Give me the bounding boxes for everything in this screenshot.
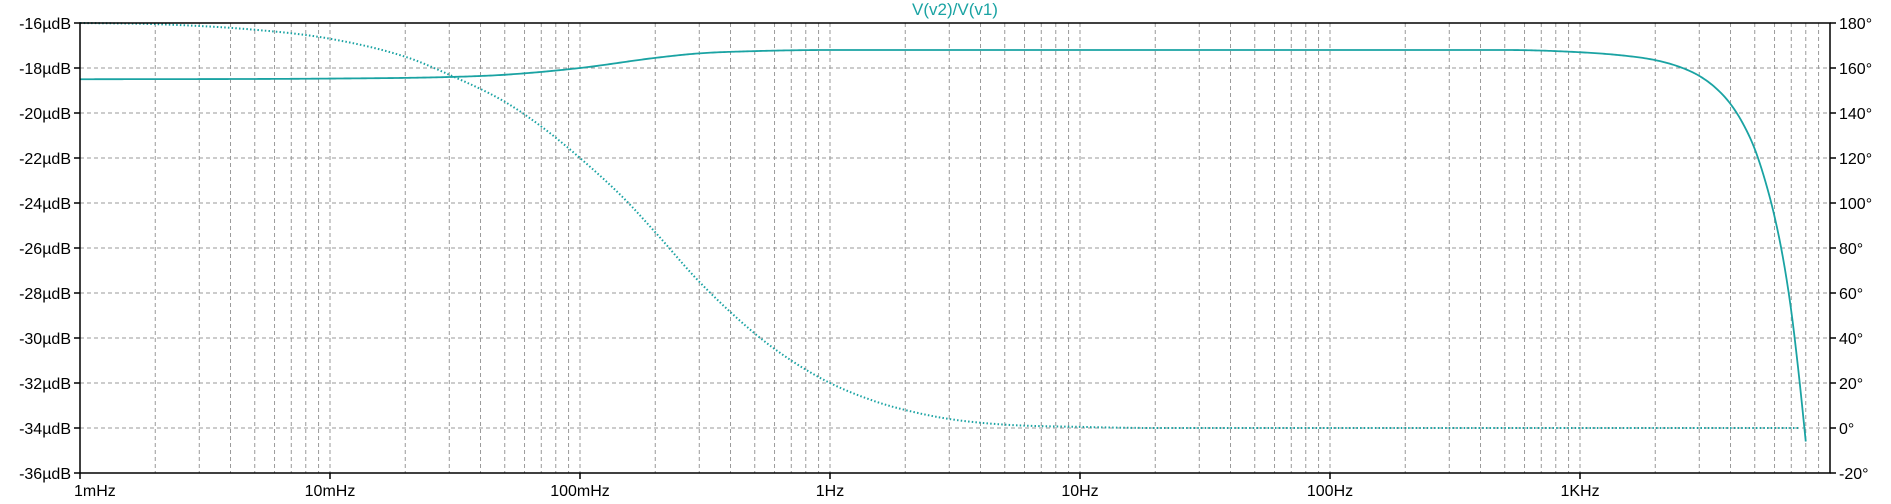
magnitude-trace bbox=[79, 22, 1799, 429]
left-tick-label: -34µdB bbox=[19, 421, 71, 438]
right-tick-label: 180° bbox=[1839, 16, 1872, 33]
trace-layer bbox=[79, 22, 1807, 442]
right-tick-label: 40° bbox=[1839, 331, 1863, 348]
right-tick-label: 160° bbox=[1839, 61, 1872, 78]
x-tick-label: 100mHz bbox=[550, 483, 610, 500]
right-tick-label: 0° bbox=[1839, 421, 1854, 438]
right-tick-label: 60° bbox=[1839, 286, 1863, 303]
left-tick-label: -24µdB bbox=[19, 196, 71, 213]
right-tick-label: 80° bbox=[1839, 241, 1863, 258]
right-tick-label: 20° bbox=[1839, 376, 1863, 393]
left-tick-label: -22µdB bbox=[19, 151, 71, 168]
left-tick-label: -18µdB bbox=[19, 61, 71, 78]
axes: -16µdB -18µdB -20µdB -22µdB -24µdB -26µdB -28µ… bbox=[19, 16, 1872, 500]
trace-title: V(v2)/V(v1) bbox=[912, 0, 998, 19]
right-tick-label: 100° bbox=[1839, 196, 1872, 213]
left-tick-label: -26µdB bbox=[19, 241, 71, 258]
x-tick-label: 100Hz bbox=[1307, 483, 1353, 500]
right-tick-label: -20° bbox=[1839, 466, 1869, 483]
left-tick-label: -36µdB bbox=[19, 466, 71, 483]
left-tick-label: -32µdB bbox=[19, 376, 71, 393]
x-tick-label: 1KHz bbox=[1560, 483, 1599, 500]
x-tick-label: 10Hz bbox=[1061, 483, 1098, 500]
grid bbox=[80, 23, 1830, 473]
x-tick-label: 1Hz bbox=[816, 483, 844, 500]
left-tick-label: -30µdB bbox=[19, 331, 71, 348]
x-tick-label: 1mHz bbox=[74, 483, 116, 500]
left-tick-label: -16µdB bbox=[19, 16, 71, 33]
left-tick-label: -28µdB bbox=[19, 286, 71, 303]
left-tick-label: -20µdB bbox=[19, 106, 71, 123]
right-tick-label: 140° bbox=[1839, 106, 1872, 123]
phase-trace bbox=[79, 49, 1807, 442]
right-tick-label: 120° bbox=[1839, 151, 1872, 168]
x-tick-label: 10mHz bbox=[305, 483, 356, 500]
